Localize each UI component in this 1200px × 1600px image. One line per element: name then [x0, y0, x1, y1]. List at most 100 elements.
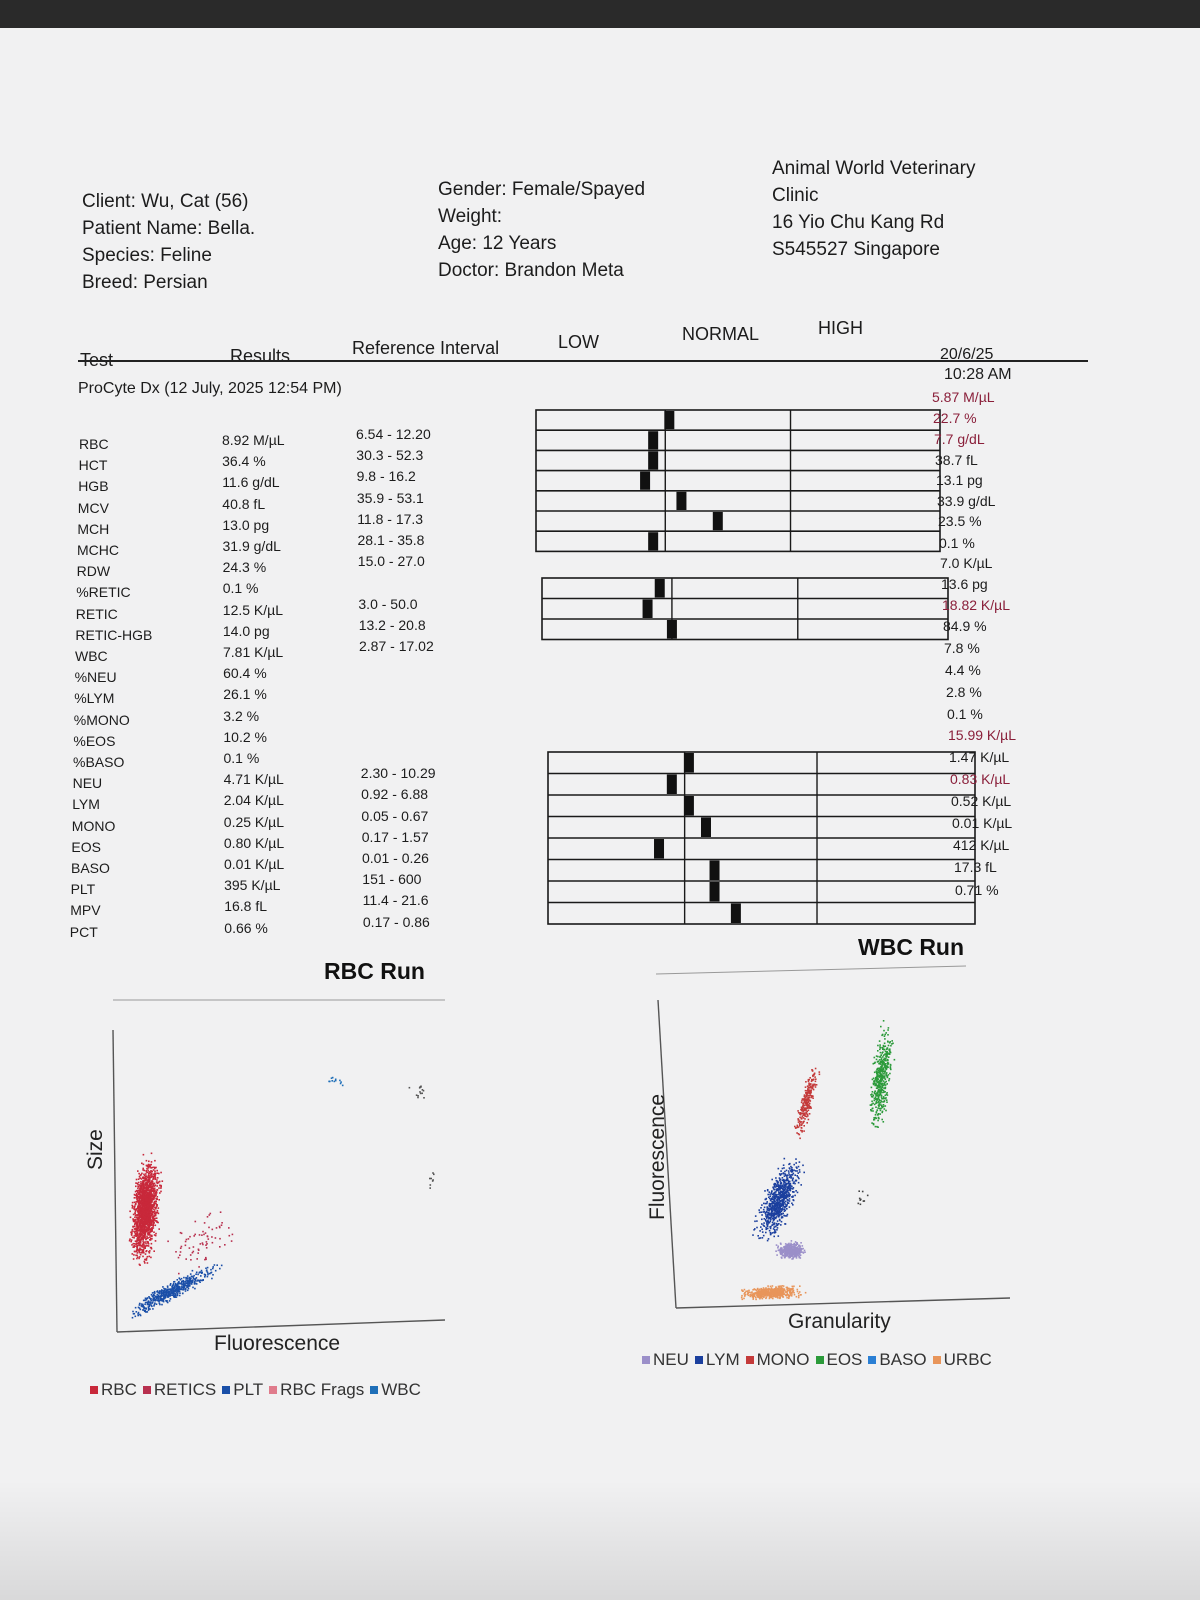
mono-cloud-point	[803, 1112, 805, 1114]
plt-cloud-point	[156, 1297, 158, 1299]
lym-cloud-point	[778, 1197, 781, 1200]
rbc-cloud-point	[147, 1181, 149, 1184]
lym-cloud-point	[774, 1186, 777, 1188]
eos-cloud-point	[879, 1076, 881, 1079]
retic-cloud-point	[175, 1251, 177, 1253]
urbc-cloud-point	[740, 1296, 743, 1299]
rbc-cloud-point	[158, 1199, 160, 1201]
urbc-cloud-point	[774, 1289, 777, 1292]
neu-cloud-point	[794, 1249, 796, 1251]
eos-cloud-point	[885, 1032, 887, 1034]
lym-cloud-point	[765, 1197, 768, 1200]
neu-cloud-point	[791, 1248, 793, 1250]
eos-cloud-point	[888, 1042, 891, 1044]
eos-cloud-point	[879, 1068, 881, 1071]
test-result: 2.04 K/µL	[223, 792, 284, 809]
wbc-title-rule	[655, 965, 967, 975]
eos-cloud-point	[879, 1079, 881, 1082]
lym-cloud-point	[789, 1175, 792, 1177]
rbc-cloud-point	[148, 1224, 151, 1226]
eos-cloud-point	[881, 1118, 883, 1121]
rbc-cloud-point	[148, 1178, 151, 1181]
mono-cloud-point	[804, 1107, 807, 1109]
rbc-cloud-point	[153, 1208, 155, 1211]
lym-cloud-point	[778, 1188, 780, 1190]
wbc-y-label: Fluorescence	[646, 1093, 669, 1220]
urbc-cloud-point	[758, 1296, 761, 1299]
rbc-cloud-point	[143, 1177, 145, 1179]
eos-cloud-point	[879, 1082, 882, 1085]
urbc-cloud-point	[761, 1291, 764, 1293]
plt-cloud-point	[182, 1281, 185, 1283]
rbc-cloud-point	[153, 1185, 156, 1187]
eos-cloud-point	[877, 1050, 879, 1052]
previous-value: 0.52 K/µL	[951, 793, 1012, 809]
lym-cloud-point	[770, 1216, 773, 1218]
rbc-cloud-point	[148, 1164, 150, 1167]
range-group-frame	[535, 409, 941, 553]
rbc-cloud-point	[151, 1206, 153, 1209]
lym-cloud-point	[784, 1191, 786, 1194]
plt-cloud-point	[174, 1284, 177, 1286]
urbc-cloud-point	[778, 1297, 781, 1299]
eos-cloud-point	[882, 1105, 885, 1108]
lym-cloud-point	[775, 1184, 778, 1186]
rbc-cloud-point	[146, 1191, 149, 1194]
lym-cloud-point	[796, 1170, 798, 1172]
rbc-cloud-point	[158, 1180, 161, 1183]
urbc-cloud-point	[775, 1291, 777, 1294]
rbc-cloud-point	[134, 1210, 137, 1213]
eos-cloud-point	[875, 1097, 877, 1100]
rbc-cloud-point	[149, 1166, 151, 1168]
rbc-cloud-point	[153, 1231, 155, 1233]
neu-cloud-point	[790, 1242, 792, 1245]
mono-cloud-point	[811, 1086, 814, 1088]
rbc-cloud-point	[136, 1227, 138, 1230]
lym-cloud-point	[771, 1205, 774, 1208]
eos-cloud-point	[880, 1096, 883, 1098]
rbc-cloud-point	[160, 1190, 162, 1193]
retic-cloud-point	[189, 1254, 192, 1256]
rbc-cloud-point	[140, 1232, 142, 1234]
rbc-cloud-point	[139, 1245, 141, 1247]
rbc-cloud-point	[144, 1221, 147, 1224]
lym-cloud-point	[773, 1235, 775, 1238]
eos-cloud-point	[876, 1092, 878, 1094]
lym-cloud-point	[772, 1219, 775, 1222]
rbc-cloud-point	[141, 1200, 143, 1202]
mono-cloud-point	[818, 1071, 821, 1073]
rbc-cloud-point	[135, 1254, 137, 1257]
neu-cloud-point	[800, 1249, 802, 1252]
plt-cloud-point	[189, 1280, 191, 1282]
lym-cloud-point	[784, 1184, 786, 1187]
lym-cloud-point	[781, 1204, 784, 1206]
lym-cloud-point	[790, 1187, 792, 1190]
retic-cloud-point	[202, 1230, 204, 1233]
rbc-cloud-point	[143, 1246, 145, 1248]
neu-cloud-point	[781, 1248, 783, 1251]
lym-cloud-point	[778, 1196, 780, 1198]
plt-cloud-point	[171, 1286, 173, 1288]
rbc-cloud-point	[149, 1234, 151, 1236]
rbc-cloud-point	[152, 1178, 154, 1180]
plt-cloud-point	[183, 1288, 185, 1291]
rbc-cloud-point	[147, 1214, 149, 1217]
rbc-cloud-point	[153, 1200, 156, 1203]
lym-cloud-point	[764, 1202, 767, 1205]
mono-cloud-point	[812, 1075, 814, 1078]
eos-cloud-point	[879, 1104, 881, 1106]
neu-cloud-point	[798, 1247, 801, 1249]
plt-cloud-point	[140, 1305, 143, 1307]
rbc-cloud-point	[135, 1208, 138, 1211]
rbc-cloud-point	[160, 1185, 162, 1188]
neu-cloud-point	[795, 1255, 797, 1258]
eos-cloud-point	[873, 1071, 876, 1074]
rbc-cloud-point	[148, 1209, 150, 1212]
wbc-cloud-point	[331, 1080, 333, 1082]
lym-cloud-point	[786, 1193, 788, 1196]
mono-cloud-point	[808, 1094, 810, 1097]
eos-cloud-point	[884, 1105, 887, 1107]
eos-cloud-point	[883, 1048, 886, 1051]
plt-cloud-point	[163, 1292, 165, 1295]
eos-cloud-point	[883, 1082, 886, 1084]
